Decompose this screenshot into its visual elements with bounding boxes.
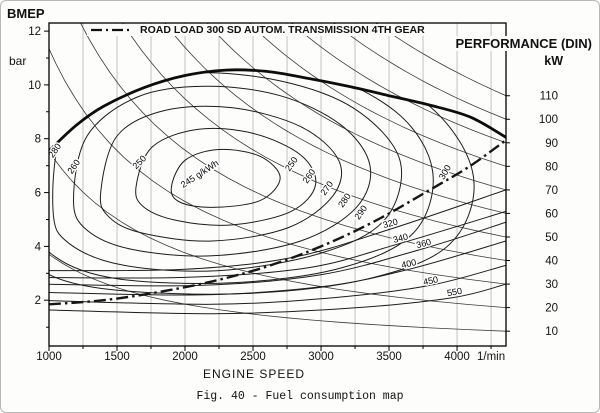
power-line-80kw: [249, 23, 506, 167]
kw-tick-label: 20: [545, 303, 558, 315]
x-tick-label: 2000: [172, 351, 198, 363]
kw-tick-label: 100: [539, 114, 558, 126]
power-line-50kw: [122, 23, 506, 238]
kw-tick-label: 10: [545, 326, 558, 338]
bmep-tick-label: 6: [35, 188, 41, 200]
left-axis-title: BMEP: [7, 6, 45, 21]
x-tick-label: 1500: [104, 351, 130, 363]
power-line-60kw: [164, 23, 506, 214]
figure-caption: Fig. 40 - Fuel consumption map: [196, 390, 404, 403]
gridlines: [82, 23, 492, 346]
x-tick-label: 2500: [240, 351, 266, 363]
contour-label: 250: [283, 155, 300, 173]
power-line-100kw: [333, 23, 506, 120]
axes: 1000 1500 2000 2500 3000 3500 4000 1/min 2 4 6 8 10 1…: [28, 22, 558, 363]
bmep-tick-label: 2: [35, 295, 41, 307]
contour-label: 260: [301, 167, 318, 185]
kw-tick-label: 50: [545, 232, 558, 244]
kw-tick-label: 70: [545, 185, 558, 197]
power-line-40kw: [80, 23, 506, 261]
kw-tick-label: 80: [545, 161, 558, 173]
right-axis-unit: kW: [544, 54, 563, 68]
x-tick-label: 3500: [376, 351, 402, 363]
contour-label: 280: [336, 191, 353, 209]
contour-label: 260: [65, 158, 82, 176]
road-load-legend-line: [91, 28, 133, 32]
x-axis-title: ENGINE SPEED: [202, 367, 306, 381]
bmep-tick-label: 12: [28, 26, 41, 38]
main-curves: [49, 68, 506, 306]
right-axis-title: PERFORMANCE (DIN): [452, 36, 595, 51]
kw-tick-label: 110: [540, 91, 558, 103]
x-tick-label: 3000: [308, 351, 334, 363]
power-line-70kw: [206, 23, 506, 191]
kw-tick-label: 90: [545, 138, 558, 150]
bsfc-contours: [49, 69, 506, 315]
full-load-curve: [49, 68, 506, 153]
power-line-10kw: [49, 253, 506, 332]
kw-tick-label: 30: [545, 279, 558, 291]
contour-label: 320: [382, 217, 399, 231]
kw-tick-label: 60: [545, 208, 558, 220]
legend-label: ROAD LOAD 300 SD AUTOM. TRANSMISSION 4TH…: [140, 24, 425, 36]
contour-label: 550: [446, 286, 463, 298]
bmep-tick-label: 10: [28, 80, 41, 92]
legend: ROAD LOAD 300 SD AUTOM. TRANSMISSION 4TH…: [87, 24, 429, 36]
bmep-tick-label: 8: [35, 134, 41, 146]
contour-label: 300: [437, 163, 453, 181]
x-tick-label: 4000: [444, 351, 470, 363]
contour-label: 450: [422, 274, 439, 287]
contour-label: 340: [392, 231, 409, 245]
road-load-curve: [49, 139, 506, 306]
x-axis-unit-label: 1/min: [477, 351, 505, 363]
power-line-90kw: [291, 23, 506, 144]
x-tick-label: 1000: [36, 351, 62, 363]
bmep-tick-label: 4: [35, 241, 42, 253]
kw-tick-label: 40: [545, 256, 558, 268]
contour-label: 360: [415, 237, 432, 250]
power-line-110kw: [375, 23, 506, 97]
left-axis-unit: bar: [9, 54, 27, 68]
